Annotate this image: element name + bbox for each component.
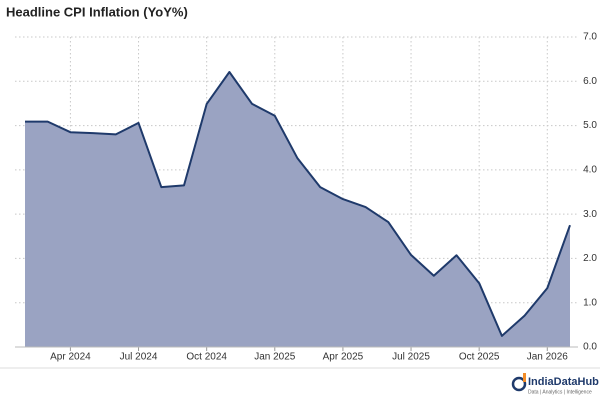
x-tick-label: Jul 2025 <box>392 352 430 363</box>
x-tick-label: Jan 2026 <box>527 352 569 363</box>
x-tick-label: Apr 2024 <box>50 352 91 363</box>
y-tick-label: 4.0 <box>583 164 597 175</box>
y-tick-label: 0.0 <box>583 342 597 353</box>
y-tick-label: 3.0 <box>583 209 597 220</box>
logo-accent <box>523 373 526 382</box>
y-tick-label: 5.0 <box>583 120 597 131</box>
line <box>25 71 571 337</box>
brand-logo: IndiaDataHub Data | Analytics | Intellig… <box>511 373 599 395</box>
x-tick-label: Jul 2024 <box>120 352 158 363</box>
area <box>25 72 570 347</box>
brand-name: IndiaDataHub <box>528 376 599 388</box>
brand-tagline: Data | Analytics | Intelligence <box>528 389 592 395</box>
y-tick-label: 1.0 <box>583 297 597 308</box>
x-tick-label: Jan 2025 <box>254 352 296 363</box>
logo-icon <box>511 376 527 392</box>
x-tick-label: Oct 2024 <box>186 352 227 363</box>
x-tick-label: Apr 2025 <box>323 352 364 363</box>
y-tick-label: 2.0 <box>583 253 597 264</box>
chart-title: Headline CPI Inflation (YoY%) <box>6 4 188 19</box>
y-tick-label: 6.0 <box>583 76 597 87</box>
y-tick-label: 7.0 <box>583 32 597 43</box>
x-tick-label: Oct 2025 <box>459 352 500 363</box>
